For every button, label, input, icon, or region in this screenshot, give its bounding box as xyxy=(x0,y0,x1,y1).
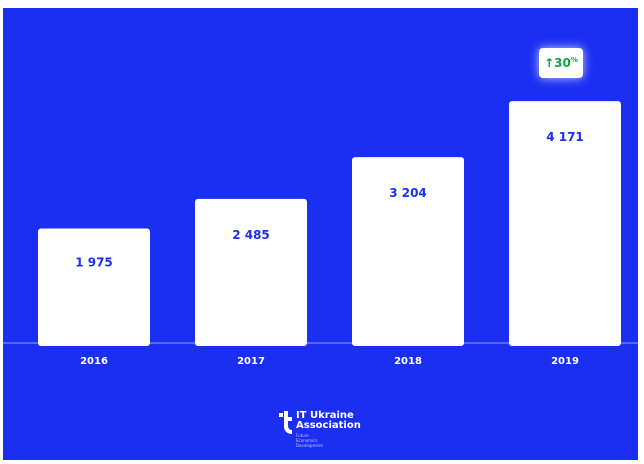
x-tick-label: 2019 xyxy=(551,356,579,367)
chart-frame: 1 975 2 485 3 204 4 171 2016 2017 2018 2019 ↑ … xyxy=(3,8,638,460)
it-ukraine-logo-icon xyxy=(279,411,292,434)
bar-2018 xyxy=(352,157,464,346)
growth-badge: ↑ 30 % xyxy=(539,48,583,78)
bars-group: 1 975 2 485 3 204 4 171 xyxy=(38,101,621,346)
logo-name: IT Ukraine Association xyxy=(296,410,361,431)
bar-value-label: 4 171 xyxy=(546,130,584,144)
x-tick-label: 2018 xyxy=(394,356,422,367)
bar-2017 xyxy=(195,198,307,346)
x-tick-label: 2017 xyxy=(237,356,265,367)
bar-value-label: 2 485 xyxy=(232,228,270,242)
x-tick-label: 2016 xyxy=(80,356,108,367)
logo-name-line-2: Association xyxy=(296,420,361,431)
bar-chart: 1 975 2 485 3 204 4 171 2016 2017 2018 2019 xyxy=(3,101,638,367)
bar-2016 xyxy=(38,228,150,346)
growth-unit: % xyxy=(570,56,578,64)
logo-tagline: Future Economics Development xyxy=(296,433,323,448)
bar-2019 xyxy=(509,101,621,346)
bar-value-label: 1 975 xyxy=(75,255,113,269)
it-ukraine-logo: IT Ukraine Association Future Economics … xyxy=(279,410,361,449)
bar-value-label: 3 204 xyxy=(389,186,427,200)
up-arrow-icon: ↑ xyxy=(544,56,555,70)
logo-text: IT Ukraine Association Future Economics … xyxy=(296,410,361,449)
growth-value: 30 xyxy=(554,56,571,70)
x-axis-ticks: 2016 2017 2018 2019 xyxy=(80,356,579,367)
logo-name-line-1: IT Ukraine xyxy=(296,410,354,421)
